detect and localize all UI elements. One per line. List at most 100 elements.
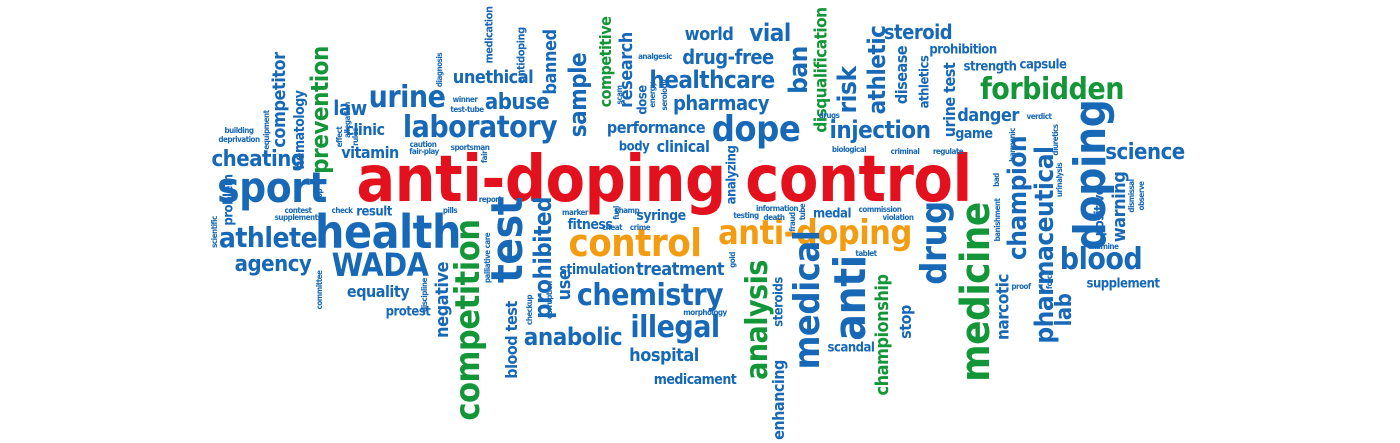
word-law: law [333,96,367,120]
word-diuretics: diuretics [1051,124,1060,156]
word-analyzing: analyzing [724,145,740,205]
word-drug-free: drug-free [682,45,774,69]
word-health: health [315,205,461,259]
word-blood-test: blood test [502,301,521,379]
word-forbidden: forbidden [980,72,1124,107]
word-test: test [482,196,533,284]
word-commission: commission [858,205,902,214]
word-harmonic: harmonic [1008,128,1017,162]
word-vial: vial [749,19,791,47]
word-championship: championship [872,274,893,396]
word-ban: ban [784,46,814,94]
word-chemistry: chemistry [576,278,724,313]
word-regulate: regulate [932,147,964,156]
word-pharmacy: pharmacy [673,91,770,115]
word-analgesic: analgesic [638,52,672,61]
word-hematology: hematology [292,90,308,170]
word-urine: urine [368,80,446,115]
word-control: control [568,221,702,265]
word-supplement: supplement [1086,276,1160,292]
word-force: force [1045,270,1054,290]
word-palliative-care: palliative care [483,232,492,284]
word-examine: examine [1087,242,1119,251]
word-bad: bad [992,173,1001,187]
word-anabolic: anabolic [523,323,623,351]
word-clinical: clinical [656,137,710,156]
word-stop: stop [896,305,915,339]
word-laboratory: laboratory [402,110,558,145]
word-vitamin: vitamin [341,143,399,162]
word-competitive: competitive [596,16,615,108]
word-game: game [955,126,993,142]
word-protest: protest [385,304,431,320]
word-use: use [554,269,575,301]
word-test-tube: test-tube [450,105,484,114]
word-steroids: steroids [771,277,787,327]
word-supplements: supplements [274,213,322,222]
word-medication: medication [482,6,496,64]
word-proof: proof [1011,282,1031,291]
word-rules: rules [351,128,360,146]
word-cheat: cheat [601,223,623,232]
word-caution: caution [409,140,437,149]
word-illegal: illegal [630,310,720,345]
word-syringe: syringe [636,208,686,224]
word-fair: fair [480,151,489,163]
word-drug: drug [914,201,955,285]
word-cheating: cheating [211,147,305,172]
word-equipment: equipment [262,110,271,150]
word-dose: dose [635,85,651,115]
word-prohibition: prohibition [929,42,997,58]
word-injection: injection [829,116,931,144]
word-positive: positive [1092,187,1108,237]
word-sample: sample [564,52,592,138]
word-fraud: fraud [788,212,797,232]
word-anti: anti [825,255,876,341]
word-verdict: verdict [1026,112,1052,121]
word-negative: negative [432,262,453,338]
word-fitness: fitness [567,217,613,233]
word-scam: scam [615,85,624,105]
word-banned: banned [540,29,561,95]
word-treatment: treatment [635,259,725,280]
word-marker: marker [562,208,588,217]
word-medical: medical [787,230,828,370]
word-tablet: tablet [855,249,877,258]
word-serology: serology [660,79,669,111]
word-dismissal: dismissal [1127,179,1136,213]
word-gold: gold [728,252,737,268]
word-body: body [618,139,650,155]
word-corruption: corruption [545,281,554,319]
word-unethical: unethical [452,67,534,88]
word-medal: medal [813,206,851,222]
word-anti-doping-orange: anti-doping [718,213,912,253]
word-morphology: morphology [683,308,727,317]
word-athletics: athletics [917,55,933,109]
word-dope: dope [711,109,801,150]
word-information: information [755,204,799,213]
word-lab: lab [1052,293,1077,327]
word-stimulation: stimulation [559,262,635,278]
word-wada: WADA [331,246,429,284]
word-top: top [315,188,324,202]
word-abuse: abuse [484,90,550,115]
word-enhancing: enhancing [769,360,788,440]
word-building: building [224,126,254,135]
word-check: check [331,206,353,215]
word-antidoping: antidoping [514,27,528,83]
word-banishment: banishment [993,198,1002,242]
word-biological: biological [831,145,867,154]
word-risk: risk [833,66,863,114]
word-medicament: medicament [653,372,737,388]
word-sport: sport [217,163,327,212]
word-athlete: athlete [218,221,318,254]
word-pills: pills [442,206,458,215]
word-drugs: drugs [818,111,840,120]
word-urine-test: urine test [940,62,959,138]
word-danger: danger [957,105,1019,126]
word-competition: competition [448,219,488,421]
word-anti-doping-control: anti-doping control [356,143,972,217]
word-world: world [684,24,734,45]
word-capsule: capsule [1019,57,1067,73]
